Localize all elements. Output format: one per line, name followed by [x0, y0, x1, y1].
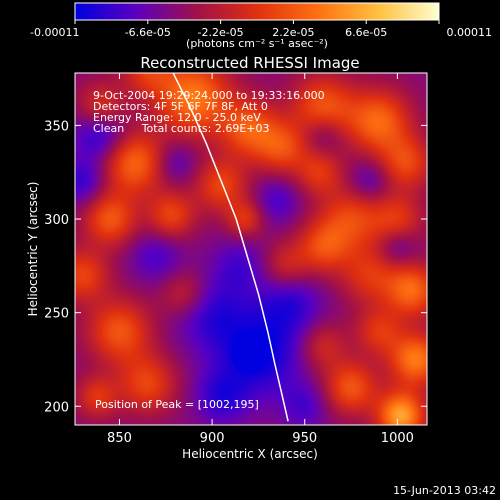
colorbar-tick-label: 6.6e-05 — [345, 26, 387, 39]
y-tick-label: 250 — [44, 307, 69, 322]
footer-timestamp: 15-Jun-2013 03:42 — [393, 484, 496, 497]
axis-ticks: 850 900 950 1000 200 250 300 350 — [44, 73, 427, 446]
colorbar-gradient — [74, 2, 440, 21]
plot-frame — [74, 72, 428, 426]
image-area — [75, 73, 427, 425]
energy-range-text: Energy Range: 12.0 - 25.0 keV — [93, 111, 261, 124]
x-tick-label: 900 — [200, 431, 225, 446]
colorbar-tick-label: -0.00011 — [30, 26, 79, 39]
x-tick-label: 850 — [107, 431, 132, 446]
colorbar-tick-label: -2.2e-05 — [197, 26, 243, 39]
heatmap-image — [75, 73, 427, 425]
colorbar-unit-label: (photons cm⁻² s⁻¹ asec⁻²) — [186, 37, 328, 50]
annotations: 9-Oct-2004 19:29:24.000 to 19:33:16.000 … — [93, 89, 325, 411]
time-range-text: 9-Oct-2004 19:29:24.000 to 19:33:16.000 — [93, 89, 325, 102]
solar-limb-curve — [172, 73, 289, 422]
x-tick-label: 950 — [292, 431, 317, 446]
y-tick-label: 300 — [44, 213, 69, 228]
colorbar-tick-label: 2.2e-05 — [272, 26, 314, 39]
detectors-text: Detectors: 4F 5F 6F 7F 8F, Att 0 — [93, 100, 268, 113]
algorithm-counts-text: Clean Total counts: 2.69E+03 — [93, 122, 270, 135]
y-tick-label: 350 — [44, 119, 69, 134]
y-tick-label: 200 — [44, 400, 69, 415]
colorbar: -0.00011 -6.6e-05 -2.2e-05 2.2e-05 6.6e-05 0.… — [30, 2, 492, 50]
colorbar-tick-label: -6.6e-05 — [125, 26, 171, 39]
colorbar-ticks: -0.00011 -6.6e-05 -2.2e-05 2.2e-05 6.6e-05 0.… — [30, 20, 492, 39]
peak-position-text: Position of Peak = [1002,195] — [95, 398, 259, 411]
x-axis-label: Heliocentric X (arcsec) — [182, 447, 318, 461]
chart-title: Reconstructed RHESSI Image — [140, 54, 359, 72]
colorbar-tick-label: 0.00011 — [447, 26, 493, 39]
x-tick-label: 1000 — [381, 431, 414, 446]
y-axis-label: Heliocentric Y (arcsec) — [26, 182, 40, 317]
